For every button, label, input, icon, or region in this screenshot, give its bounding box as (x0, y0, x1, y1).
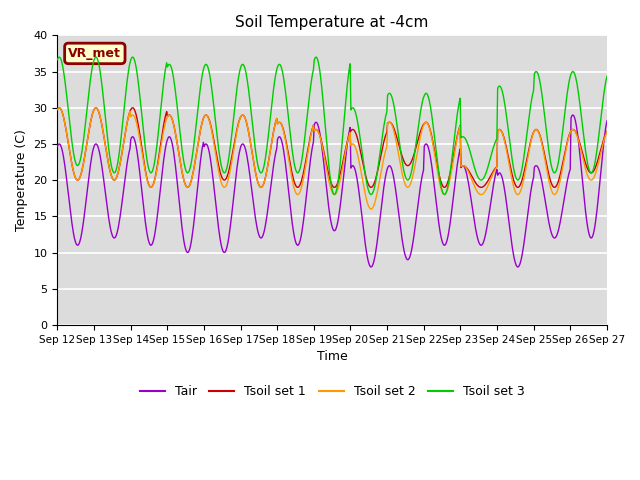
Legend: Tair, Tsoil set 1, Tsoil set 2, Tsoil set 3: Tair, Tsoil set 1, Tsoil set 2, Tsoil se… (135, 380, 529, 403)
X-axis label: Time: Time (317, 350, 348, 363)
Y-axis label: Temperature (C): Temperature (C) (15, 129, 28, 231)
Text: VR_met: VR_met (68, 47, 121, 60)
Title: Soil Temperature at -4cm: Soil Temperature at -4cm (236, 15, 429, 30)
